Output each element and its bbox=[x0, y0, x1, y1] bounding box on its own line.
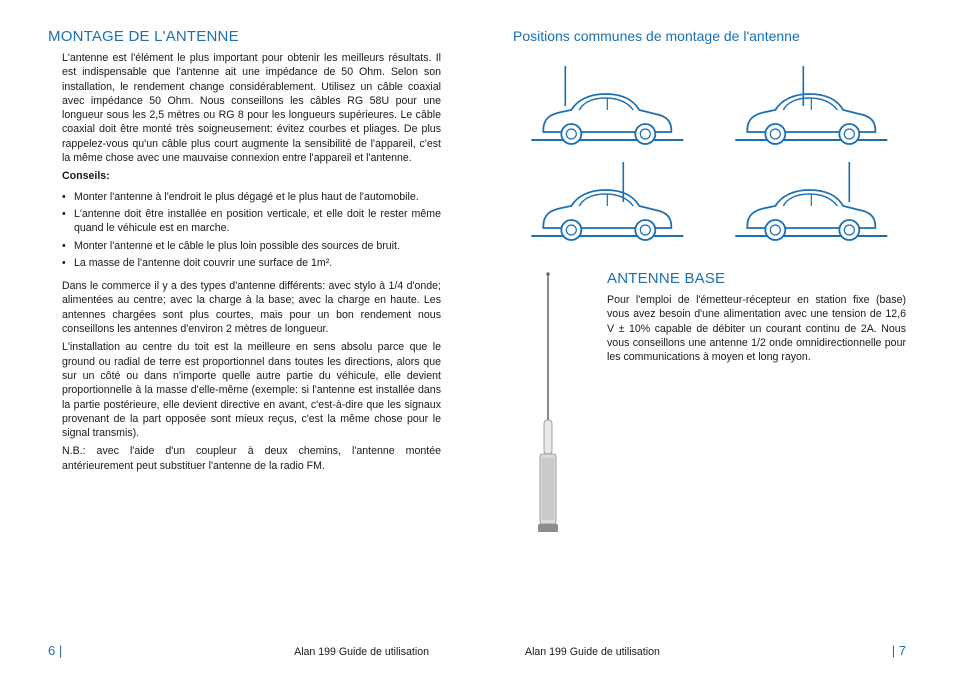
base-antenna-illustration bbox=[513, 270, 583, 555]
page-right: Positions communes de montage de l'anten… bbox=[477, 0, 954, 676]
tips-list: Monter l'antenne à l'endroit le plus dég… bbox=[62, 190, 441, 273]
guide-title-right: Alan 199 Guide de utilisation bbox=[525, 646, 660, 658]
page-number-right: | 7 bbox=[892, 643, 906, 658]
tip-item: L'antenne doit être installée en positio… bbox=[62, 207, 441, 236]
car-positions-grid bbox=[513, 56, 906, 248]
page-number-left: 6 | bbox=[48, 643, 62, 658]
base-antenna-row: ANTENNE BASE Pour l'emploi de l'émetteur… bbox=[513, 270, 906, 555]
footer-right: Alan 199 Guide de utilisation | 7 bbox=[525, 643, 906, 658]
tips-label: Conseils: bbox=[62, 169, 441, 183]
car-position-roof-center bbox=[717, 56, 906, 152]
para-commerce: Dans le commerce il y a des types d'ante… bbox=[62, 279, 441, 336]
heading-positions: Positions communes de montage de l'anten… bbox=[513, 28, 906, 44]
tip-item: La masse de l'antenne doit couvrir une s… bbox=[62, 256, 441, 270]
para-intro: L'antenne est l'élément le plus importan… bbox=[62, 51, 441, 165]
car-position-rear-trunk-edge bbox=[717, 152, 906, 248]
heading-montage: MONTAGE DE L'ANTENNE bbox=[48, 28, 441, 45]
tip-item: Monter l'antenne et le câble le plus loi… bbox=[62, 239, 441, 253]
footer-left: 6 | Alan 199 Guide de utilisation bbox=[48, 643, 429, 658]
car-position-rear-trunk-mid bbox=[513, 152, 702, 248]
page-left: MONTAGE DE L'ANTENNE L'antenne est l'élé… bbox=[0, 0, 477, 676]
base-antenna-text: ANTENNE BASE Pour l'emploi de l'émetteur… bbox=[607, 270, 906, 368]
para-base: Pour l'emploi de l'émetteur-récepteur en… bbox=[607, 293, 906, 364]
guide-title-left: Alan 199 Guide de utilisation bbox=[294, 646, 429, 658]
heading-antenne-base: ANTENNE BASE bbox=[607, 270, 906, 287]
para-nb: N.B.: avec l'aide d'un coupleur à deux c… bbox=[62, 444, 441, 473]
car-position-front-hood bbox=[513, 56, 702, 152]
tip-item: Monter l'antenne à l'endroit le plus dég… bbox=[62, 190, 441, 204]
para-installation: L'installation au centre du toit est la … bbox=[62, 340, 441, 440]
